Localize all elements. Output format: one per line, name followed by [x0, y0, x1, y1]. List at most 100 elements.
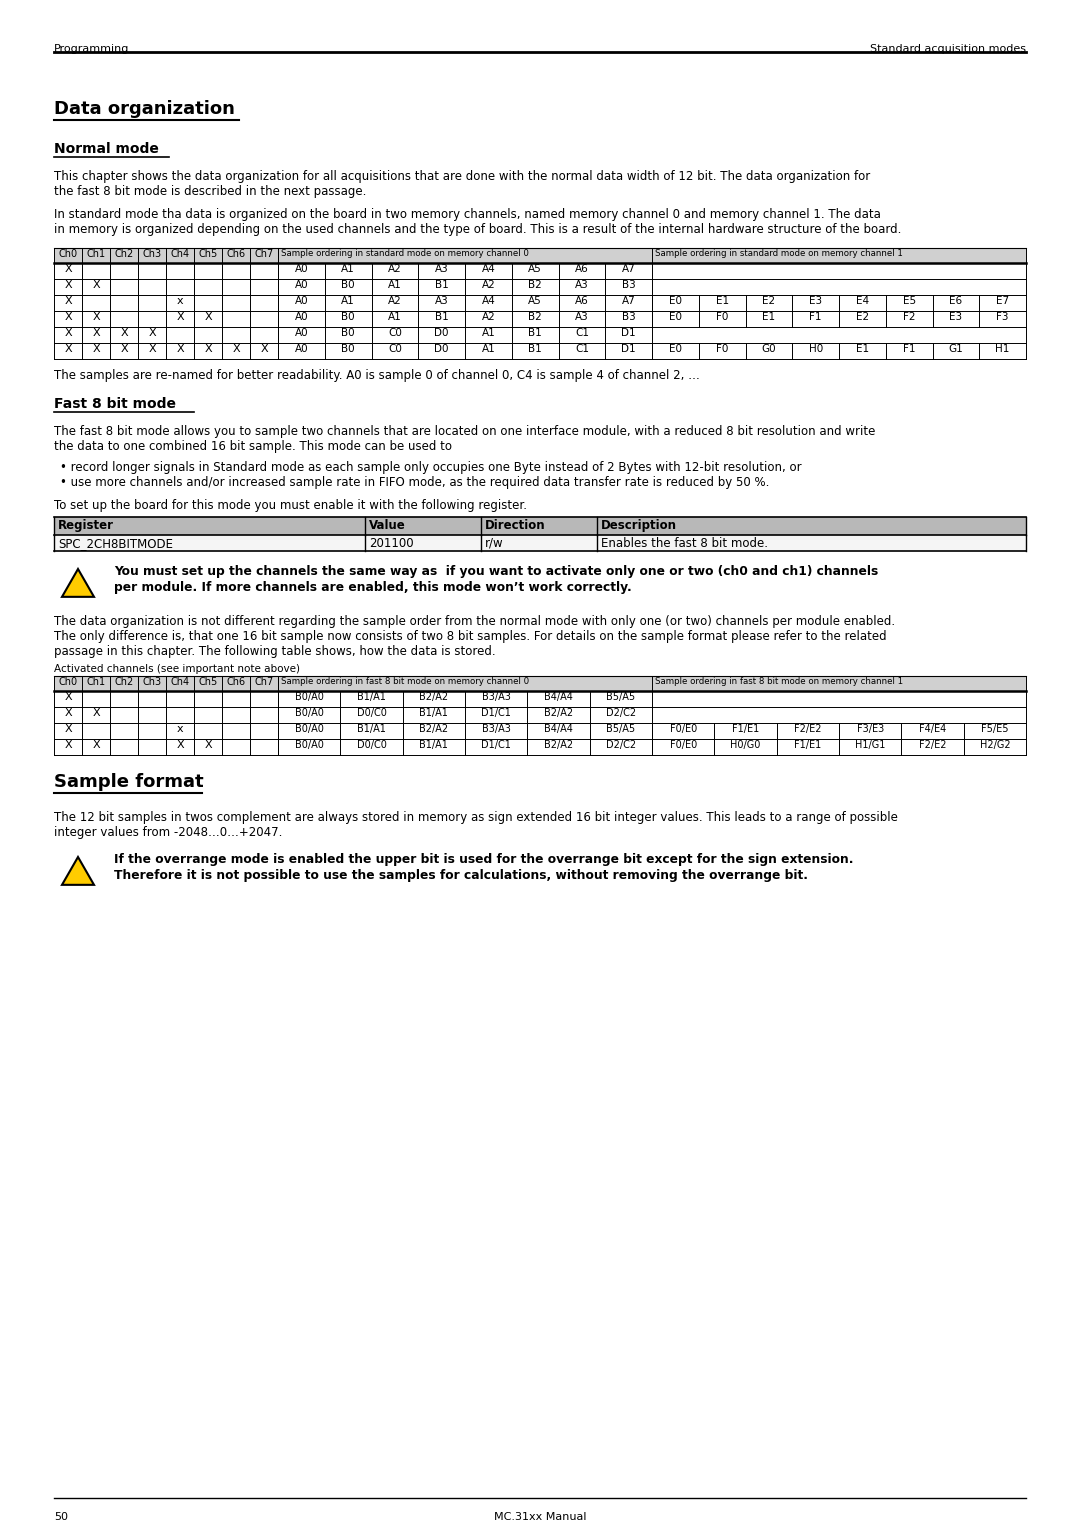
- Text: Programming: Programming: [54, 44, 130, 53]
- Text: Sample ordering in standard mode on memory channel 1: Sample ordering in standard mode on memo…: [654, 249, 903, 258]
- Text: X: X: [92, 740, 99, 750]
- Text: Data organization: Data organization: [54, 99, 234, 118]
- Bar: [54, 516, 1026, 535]
- Text: B4/A4: B4/A4: [544, 692, 572, 701]
- Text: • use more channels and/or increased sample rate in FIFO mode, as the required d: • use more channels and/or increased sam…: [60, 477, 769, 489]
- Text: B0/A0: B0/A0: [295, 692, 324, 701]
- Text: X: X: [232, 344, 240, 354]
- Text: X: X: [120, 344, 127, 354]
- Text: X: X: [204, 344, 212, 354]
- Text: F5/E5: F5/E5: [981, 724, 1009, 733]
- Bar: [54, 248, 1026, 263]
- Text: A0: A0: [295, 280, 308, 290]
- Text: F1: F1: [903, 344, 916, 354]
- Text: A3: A3: [575, 312, 589, 322]
- Bar: [54, 675, 1026, 691]
- Text: Ch3: Ch3: [143, 249, 162, 260]
- Text: The samples are re-named for better readability. A0 is sample 0 of channel 0, C4: The samples are re-named for better read…: [54, 368, 700, 382]
- Text: X: X: [148, 344, 156, 354]
- Text: X: X: [92, 329, 99, 338]
- Text: Ch0: Ch0: [58, 677, 78, 688]
- Text: A2: A2: [482, 280, 496, 290]
- Text: Sample format: Sample format: [54, 773, 204, 792]
- Text: F1/E1: F1/E1: [794, 740, 822, 750]
- Text: x: x: [177, 724, 184, 733]
- Text: D0/C0: D0/C0: [356, 740, 387, 750]
- Text: H1/G1: H1/G1: [855, 740, 886, 750]
- Text: A1: A1: [482, 344, 496, 354]
- Text: If the overrange mode is enabled the upper bit is used for the overrange bit exc: If the overrange mode is enabled the upp…: [114, 853, 853, 866]
- Text: X: X: [64, 280, 71, 290]
- Text: B3: B3: [622, 280, 635, 290]
- Text: Ch1: Ch1: [86, 677, 106, 688]
- Text: Ch2: Ch2: [114, 677, 134, 688]
- Text: X: X: [176, 740, 184, 750]
- Text: A3: A3: [435, 264, 448, 274]
- Text: Ch7: Ch7: [255, 249, 273, 260]
- Text: Ch6: Ch6: [227, 677, 245, 688]
- Text: A6: A6: [575, 296, 589, 306]
- Text: A2: A2: [388, 296, 402, 306]
- Text: Ch6: Ch6: [227, 249, 245, 260]
- Text: X: X: [64, 724, 71, 733]
- Text: B1: B1: [435, 280, 448, 290]
- Text: E1: E1: [762, 312, 775, 322]
- Text: X: X: [64, 692, 71, 701]
- Text: In standard mode tha data is organized on the board in two memory channels, name: In standard mode tha data is organized o…: [54, 208, 881, 222]
- Text: Normal mode: Normal mode: [54, 142, 159, 156]
- Text: B1: B1: [435, 312, 448, 322]
- Text: the fast 8 bit mode is described in the next passage.: the fast 8 bit mode is described in the …: [54, 185, 366, 199]
- Text: D1: D1: [621, 344, 636, 354]
- Text: B0/A0: B0/A0: [295, 707, 324, 718]
- Text: B2/A2: B2/A2: [419, 724, 448, 733]
- Text: E3: E3: [949, 312, 962, 322]
- Text: D2/C2: D2/C2: [606, 740, 636, 750]
- Text: !: !: [73, 578, 82, 596]
- Text: X: X: [64, 312, 71, 322]
- Text: X: X: [92, 344, 99, 354]
- Text: X: X: [148, 329, 156, 338]
- Text: A0: A0: [295, 296, 308, 306]
- Text: B1: B1: [528, 344, 542, 354]
- Text: A5: A5: [528, 296, 542, 306]
- Bar: [54, 535, 1026, 552]
- Text: A1: A1: [341, 264, 355, 274]
- Text: in memory is organized depending on the used channels and the type of board. Thi: in memory is organized depending on the …: [54, 223, 902, 235]
- Text: r/w: r/w: [485, 536, 503, 550]
- Text: integer values from -2048…0…+2047.: integer values from -2048…0…+2047.: [54, 827, 282, 839]
- Text: This chapter shows the data organization for all acquisitions that are done with: This chapter shows the data organization…: [54, 170, 870, 183]
- Text: X: X: [64, 344, 71, 354]
- Text: Fast 8 bit mode: Fast 8 bit mode: [54, 397, 176, 411]
- Text: Ch5: Ch5: [199, 249, 218, 260]
- Text: SPC_2CH8BITMODE: SPC_2CH8BITMODE: [58, 536, 173, 550]
- Text: E3: E3: [809, 296, 822, 306]
- Text: F1/E1: F1/E1: [732, 724, 759, 733]
- Text: B3/A3: B3/A3: [482, 692, 511, 701]
- Text: X: X: [204, 312, 212, 322]
- Text: F2: F2: [903, 312, 916, 322]
- Text: A1: A1: [341, 296, 355, 306]
- Text: B0: B0: [341, 329, 355, 338]
- Text: Value: Value: [369, 520, 406, 532]
- Text: A7: A7: [622, 296, 635, 306]
- Text: Ch5: Ch5: [199, 677, 218, 688]
- Text: Ch4: Ch4: [171, 249, 190, 260]
- Text: Ch0: Ch0: [58, 249, 78, 260]
- Text: F2/E2: F2/E2: [919, 740, 946, 750]
- Text: Ch7: Ch7: [255, 677, 273, 688]
- Text: H2/G2: H2/G2: [980, 740, 1010, 750]
- Text: Activated channels (see important note above): Activated channels (see important note a…: [54, 665, 300, 674]
- Text: B0: B0: [341, 344, 355, 354]
- Text: X: X: [64, 264, 71, 274]
- Text: B0: B0: [341, 312, 355, 322]
- Text: A0: A0: [295, 329, 308, 338]
- Text: F0: F0: [716, 312, 728, 322]
- Text: A4: A4: [482, 296, 496, 306]
- Text: F0/E0: F0/E0: [670, 740, 697, 750]
- Text: H0: H0: [809, 344, 823, 354]
- Text: D1/C1: D1/C1: [482, 740, 511, 750]
- Text: F4/E4: F4/E4: [919, 724, 946, 733]
- Text: E6: E6: [949, 296, 962, 306]
- Text: Ch3: Ch3: [143, 677, 162, 688]
- Text: X: X: [92, 707, 99, 718]
